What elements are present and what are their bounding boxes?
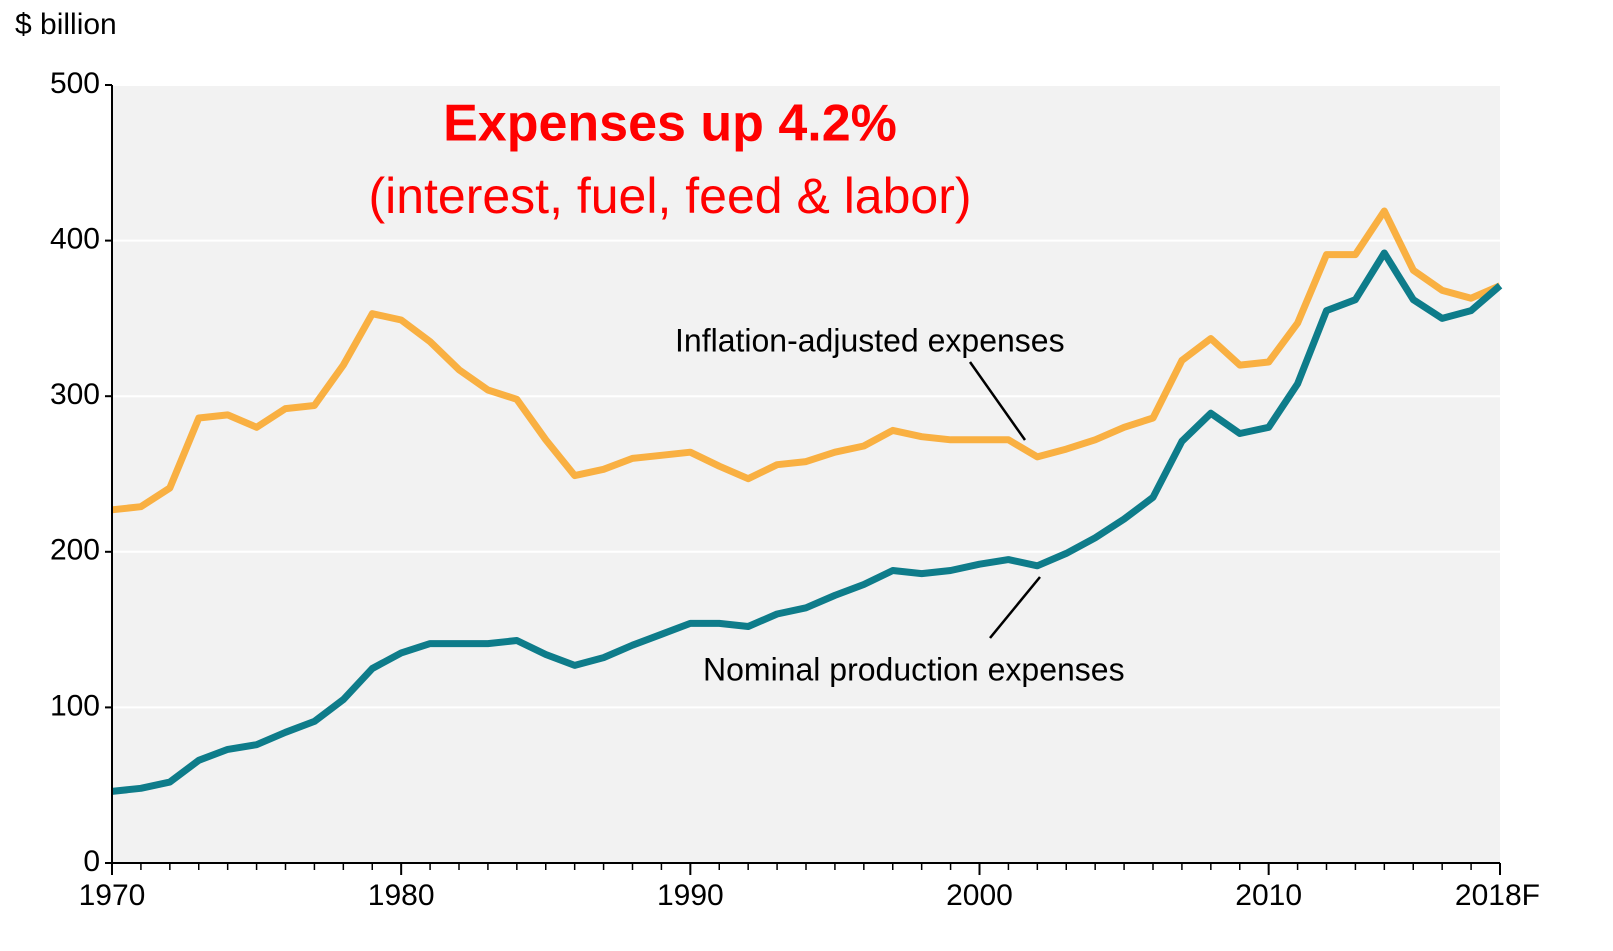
series-line [111,207,1502,514]
y-tick-label: 400 [50,223,100,256]
leader-line [989,576,1041,639]
series-line [111,249,1503,795]
chart-title: Expenses up 4.2% [443,95,897,153]
series-label: Nominal production expenses [703,651,1125,687]
leader-line [968,361,1027,441]
y-tick-label: 200 [50,534,100,567]
plot-background [112,85,1500,863]
x-tick-label: 2000 [946,879,1013,912]
y-tick-label: 0 [83,845,100,878]
series-label: Inflation-adjusted expenses [675,322,1065,358]
y-tick-label: 100 [50,689,100,722]
chart-subtitle: (interest, fuel, feed & labor) [368,168,971,224]
x-tick-label: 2018F [1455,879,1540,912]
x-tick-label: 1990 [657,879,724,912]
x-tick-label: 1980 [368,879,435,912]
x-tick-label: 1970 [79,879,146,912]
y-tick-label: 500 [50,67,100,100]
y-tick-label: 300 [50,378,100,411]
x-tick-label: 2010 [1235,879,1302,912]
y-axis-label: $ billion [15,8,117,41]
